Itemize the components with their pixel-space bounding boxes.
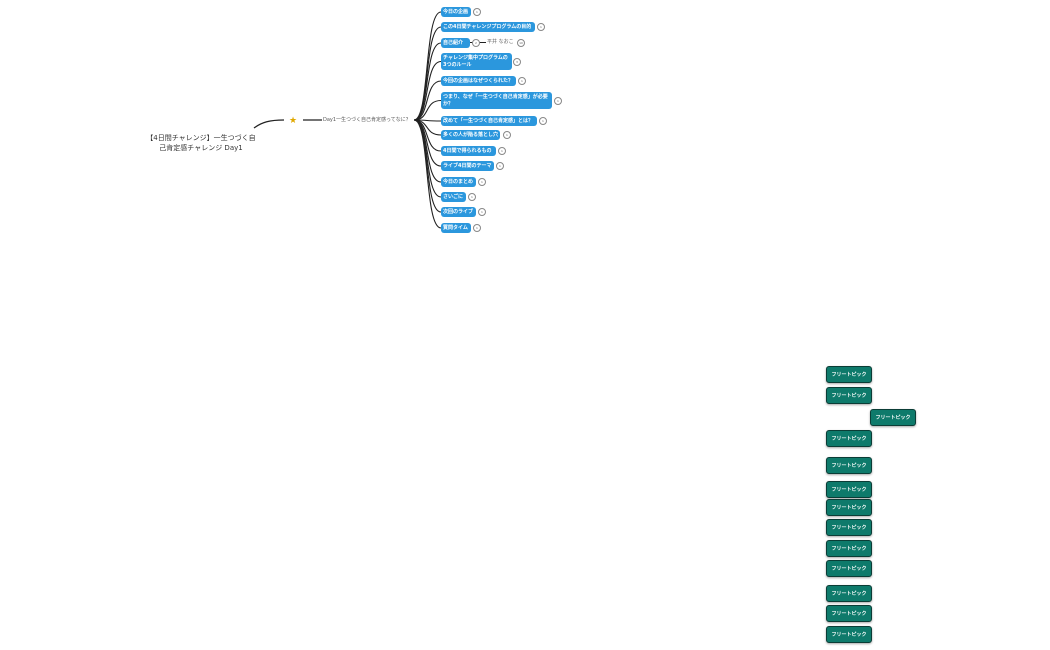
topic-why-created[interactable]: 今回の企画はなぜつくられた？ xyxy=(441,76,516,86)
topic-what-is[interactable]: 改めて「一生つづく自己肯定感」とは？ xyxy=(441,116,537,126)
collapse-count-badge[interactable]: 1 xyxy=(478,208,486,216)
free-topic[interactable]: フリートピック xyxy=(826,481,872,498)
branch-connector xyxy=(413,42,442,121)
branch-connector xyxy=(413,60,442,121)
branch-connector xyxy=(413,26,442,121)
branch-connector xyxy=(413,119,442,136)
collapse-count-badge[interactable]: 1 xyxy=(554,97,562,105)
branch-connector xyxy=(413,119,442,167)
free-topic[interactable]: フリートピック xyxy=(826,430,872,447)
subtopic-name[interactable]: 平井 なおこ xyxy=(487,39,514,45)
topic-why-needed[interactable]: つまり、なぜ「一生つづく自己肯定感」が必要か？ xyxy=(441,92,552,109)
branch-connector xyxy=(413,11,442,121)
free-topic[interactable]: フリートピック xyxy=(826,519,872,536)
branch-connector xyxy=(413,99,442,121)
free-topic[interactable]: フリートピック xyxy=(826,499,872,516)
topic-summary[interactable]: 今日のまとめ xyxy=(441,177,476,187)
collapse-count-badge[interactable]: 1 xyxy=(473,224,481,232)
collapse-count-badge[interactable]: 1 xyxy=(498,147,506,155)
free-topic[interactable]: フリートピック xyxy=(826,457,872,474)
branch-connector xyxy=(413,80,442,121)
root-topic[interactable]: 【4日間チャレンジ】一生つづく自己肯定感チャレンジ Day1 xyxy=(146,134,256,152)
collapse-count-badge[interactable]: 1 xyxy=(496,162,504,170)
topic-self-intro[interactable]: 自己紹介 xyxy=(441,38,470,48)
free-topic[interactable]: フリートピック xyxy=(826,540,872,557)
main-topic-label[interactable]: Day1一生つづく自己肯定感ってなに？ xyxy=(323,117,411,123)
star-icon: ★ xyxy=(288,116,298,126)
branch-connector xyxy=(413,119,442,122)
branch-connector xyxy=(413,119,442,213)
branch-connector xyxy=(413,119,442,229)
branch-connector xyxy=(413,119,442,198)
collapse-count-badge[interactable]: 1 xyxy=(537,23,545,31)
collapse-count-badge[interactable]: 1 xyxy=(518,77,526,85)
topic-program-purpose[interactable]: この4日間チャレンジプログラムの目的 xyxy=(441,22,535,32)
free-topic[interactable]: フリートピック xyxy=(826,585,872,602)
collapse-count-badge[interactable]: 10 xyxy=(517,39,525,47)
branch-connector xyxy=(413,119,442,152)
collapse-count-badge[interactable]: 1 xyxy=(503,131,511,139)
collapse-count-badge[interactable]: 1 xyxy=(539,117,547,125)
topic-three-rules[interactable]: チャレンジ集中プログラムの3つのルール xyxy=(441,53,512,70)
free-topic[interactable]: フリートピック xyxy=(826,387,872,404)
free-topic[interactable]: フリートピック xyxy=(826,605,872,622)
topic-today-plan[interactable]: 今日の企画 xyxy=(441,7,471,17)
topic-pitfall[interactable]: 多くの人が陥る落とし穴 xyxy=(441,130,500,140)
branch-connector xyxy=(413,119,442,183)
topic-next-live[interactable]: 次回のライブ xyxy=(441,207,476,217)
topic-question-time[interactable]: 質問タイム xyxy=(441,223,471,233)
collapse-count-badge[interactable]: 1 xyxy=(478,178,486,186)
topic-gains[interactable]: 4日間で得られるもの xyxy=(441,146,496,156)
topic-live-theme[interactable]: ライブ4日間のテーマ xyxy=(441,161,494,171)
collapse-count-badge[interactable]: 1 xyxy=(473,8,481,16)
collapse-count-badge[interactable]: 3 xyxy=(513,58,521,66)
free-topic[interactable]: フリートピック xyxy=(826,366,872,383)
free-topic[interactable]: フリートピック xyxy=(826,626,872,643)
topic-finally[interactable]: さいごに xyxy=(441,192,466,202)
collapse-count-badge[interactable]: 1 xyxy=(468,193,476,201)
free-topic[interactable]: フリートピック xyxy=(826,560,872,577)
free-topic[interactable]: フリートピック xyxy=(870,409,916,426)
collapse-count-badge[interactable]: 2 xyxy=(472,39,480,47)
